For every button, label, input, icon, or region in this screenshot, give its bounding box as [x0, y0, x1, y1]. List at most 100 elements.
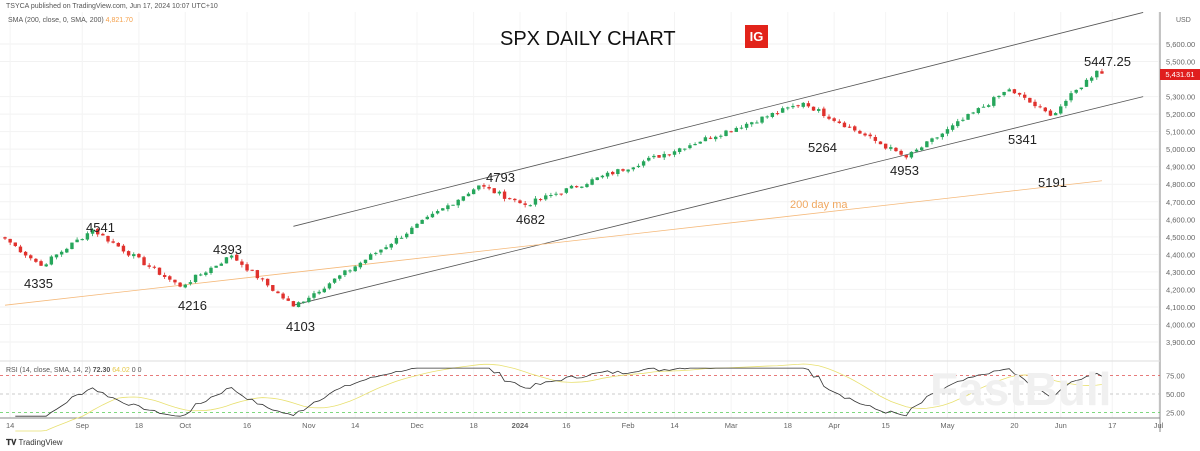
- price-tick-label: 4,700.00: [1166, 198, 1195, 207]
- candle-body: [693, 143, 697, 146]
- time-tick-label: Dec: [410, 421, 424, 430]
- candle-body: [1084, 79, 1089, 87]
- candle-body: [904, 155, 908, 158]
- candle-body: [672, 151, 677, 155]
- candle-body: [878, 141, 883, 145]
- candle-body: [837, 121, 841, 124]
- candle-body: [260, 278, 265, 280]
- candle-body: [302, 301, 306, 303]
- candle-body: [971, 112, 975, 114]
- candle-body: [157, 267, 162, 275]
- price-tick-label: 3,900.00: [1166, 338, 1195, 347]
- candle-body: [276, 291, 280, 294]
- candle-body: [405, 233, 409, 238]
- rsi-legend: RSI (14, close, SMA, 14, 2) 72.30 64.02 …: [6, 367, 141, 374]
- time-tick-label: 18: [469, 421, 477, 430]
- watermark: FastBull: [930, 363, 1112, 415]
- candle-body: [420, 219, 424, 224]
- candle-body: [18, 246, 23, 253]
- candle-body: [162, 275, 167, 277]
- candle-body: [389, 243, 393, 248]
- candle-body: [214, 265, 218, 268]
- candle-body: [96, 228, 100, 235]
- candle-body: [986, 105, 991, 107]
- candle-body: [235, 254, 239, 261]
- candle-body: [533, 198, 538, 205]
- candle-body: [255, 270, 260, 279]
- candle-body: [65, 248, 69, 253]
- candle-body: [832, 118, 836, 121]
- rsi-legend-label: RSI (14, close, SMA, 14, 2): [6, 367, 91, 374]
- price-tick-label: 5,300.00: [1166, 93, 1195, 102]
- time-tick-label: 14: [6, 421, 14, 430]
- candle-body: [111, 241, 115, 243]
- candle-body: [1074, 89, 1078, 93]
- channel-lower-line: [293, 96, 1144, 306]
- candle-body: [430, 213, 435, 218]
- annotation: 5191: [1038, 175, 1067, 190]
- time-tick-label: 15: [881, 421, 889, 430]
- candle-body: [822, 108, 826, 116]
- candle-body: [8, 238, 12, 243]
- candle-body: [600, 175, 605, 178]
- channel-upper-line: [293, 12, 1144, 227]
- candle-body: [765, 116, 769, 118]
- candle-body: [384, 247, 388, 250]
- rsi-extra: 0 0: [131, 367, 142, 374]
- candle-body: [1048, 110, 1053, 116]
- candle-body: [842, 122, 847, 128]
- candle-body: [981, 106, 986, 108]
- candle-body: [410, 227, 414, 234]
- candle-body: [899, 150, 903, 155]
- price-tick-label: 5,200.00: [1166, 110, 1195, 119]
- candle-body: [538, 199, 543, 201]
- candle-body: [677, 148, 682, 153]
- candle-body: [739, 127, 744, 129]
- candle-body: [116, 242, 120, 247]
- candle-body: [1059, 106, 1063, 114]
- candle-body: [199, 274, 203, 276]
- candle-body: [549, 195, 553, 197]
- candle-body: [920, 147, 924, 151]
- time-tick-label: Nov: [302, 421, 316, 430]
- rsi-tick-label: 75.00: [1166, 372, 1185, 381]
- time-tick-label: 14: [670, 421, 678, 430]
- candle-body: [775, 113, 780, 115]
- candle-body: [569, 185, 574, 189]
- candle-body: [791, 105, 795, 108]
- candle-body: [152, 266, 157, 268]
- candle-body: [1053, 113, 1058, 116]
- candle-body: [1012, 89, 1017, 94]
- candle-body: [281, 293, 285, 299]
- candle-body: [59, 251, 64, 255]
- sma-label: 200 day ma: [790, 199, 848, 211]
- candle-body: [544, 195, 548, 200]
- candle-body: [188, 282, 193, 284]
- candle-body: [992, 97, 996, 106]
- candle-body: [23, 251, 28, 256]
- candle-body: [1023, 94, 1027, 98]
- candle-body: [482, 185, 486, 187]
- candle-body: [806, 103, 811, 107]
- candle-body: [708, 137, 713, 139]
- published-info: TSYCA published on TradingView.com, Jun …: [6, 3, 218, 10]
- candle-body: [466, 193, 471, 197]
- rsi-sma-line: [15, 363, 1102, 432]
- candle-body: [811, 106, 816, 111]
- candle-body: [1002, 92, 1006, 96]
- chart-title: SPX DAILY CHART: [500, 28, 676, 50]
- candle-body: [193, 274, 198, 283]
- candle-body: [528, 205, 532, 207]
- candle-body: [626, 169, 630, 172]
- candle-body: [1017, 92, 1022, 95]
- annotation: 4953: [890, 163, 919, 178]
- annotation: 4393: [213, 242, 242, 257]
- candle-body: [497, 191, 502, 194]
- candle-body: [760, 116, 764, 123]
- candle-body: [54, 254, 59, 258]
- annotation: 4103: [286, 319, 315, 334]
- candle-body: [168, 276, 172, 280]
- annotation: 4335: [24, 276, 53, 291]
- candle-body: [729, 131, 733, 133]
